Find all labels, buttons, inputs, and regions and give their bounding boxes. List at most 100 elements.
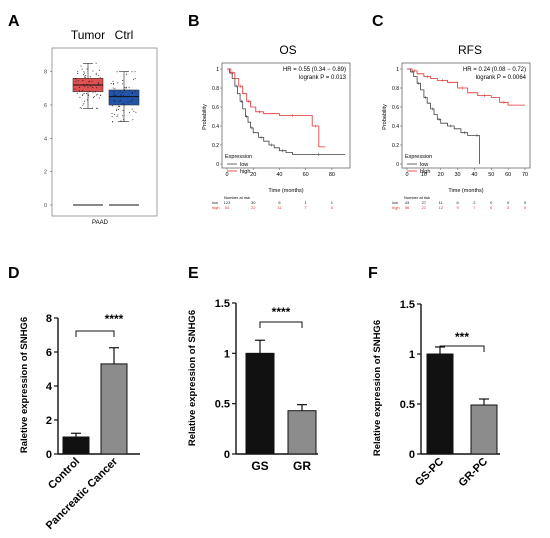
data-point [119,91,121,93]
panel-c-curves [407,68,525,164]
panel-c-x-tick-label-0: 0 [405,172,408,178]
panel-a-y-tick-label-0: 0 [44,203,47,209]
data-point [113,99,115,101]
data-point [91,80,93,82]
data-point [95,74,97,76]
data-point [74,88,76,90]
data-point [79,107,81,109]
panel-b-hr: HR = 0.55 (0.34 − 0.89) [283,67,346,73]
data-point [119,99,121,101]
data-point [133,78,135,80]
panel-c-risk-title: Number at risk [404,195,430,200]
data-point [122,103,124,105]
data-point [77,71,79,73]
panel-c-risk-value: 0 [507,200,510,205]
panel-e-letter: E [188,265,199,282]
data-point [95,91,96,93]
data-point [116,109,118,111]
data-point [116,71,118,73]
data-point [120,94,122,96]
panel-b-risk-value: 123 [224,200,231,205]
panel-b-frame [221,62,351,169]
data-point [123,95,125,96]
panel-c-y-tick-label-3: 0.6 [392,105,399,111]
panel-b-x-tick-label-0: 0 [225,172,228,178]
panel-a-y-tick-label-4: 8 [44,70,47,76]
data-point [83,72,85,74]
data-point [133,110,135,112]
data-point [113,114,115,115]
data-point [131,71,133,73]
data-point [117,114,119,116]
data-point [123,119,125,121]
data-point [131,108,133,110]
panel-c-legend-low: low [420,162,428,168]
data-point [84,76,86,78]
data-point [96,93,98,95]
data-point [132,119,134,121]
data-point [119,105,120,107]
panel-b-y-tick-label-0: 0 [216,162,219,168]
panel-c-title: RFS [458,43,482,57]
panel-f: F Relative expression of SNHG6 0 0.5 1 1.5 G… [368,265,500,489]
data-point [86,68,88,70]
data-point [125,73,127,75]
panel-e-y-tick-label-2: 1 [224,348,230,360]
data-point [111,113,113,114]
panel-e-y-tick-label-0: 0 [224,449,230,461]
panel-c-risk-value: 0 [524,205,527,210]
data-point [130,101,132,102]
panel-c-x-tick-label-6: 60 [505,172,511,178]
panel-f-x-tick-label-1: GR-PC [457,456,491,490]
panel-c-risk-value: 12 [438,205,443,210]
data-point [95,87,97,89]
data-point [89,80,90,82]
panel-a-y-axis: 0 2 4 6 8 [44,70,52,209]
panel-e-y-tick-label-3: 1.5 [215,298,230,310]
panel-b-title: OS [279,43,296,57]
data-point [79,87,80,88]
data-point [96,107,98,109]
data-point [114,101,115,103]
panel-d-letter: D [8,265,20,282]
data-point [92,87,94,88]
panel-b-pvalue: logrank P = 0.013 [299,75,347,81]
data-point [99,94,101,96]
data-point [134,71,136,73]
panel-c-y-tick-label-4: 0.8 [392,86,399,92]
data-point [88,84,89,86]
data-point [87,86,89,88]
panel-d: D Raletive expression of SNHG6 0 2 4 6 8 Cont… [8,265,140,532]
data-point [117,121,119,123]
panel-c-risk-value: 0 [524,200,527,205]
data-point [113,95,115,97]
data-point [83,103,85,105]
panel-c-y-tick-label-0: 0 [396,162,399,168]
panel-f-letter: F [368,265,378,282]
data-point [83,86,85,87]
data-point [75,81,77,82]
panel-d-x-tick-label-0: Control [46,456,82,492]
panel-b-risk-title: Number at risk [224,195,250,200]
panel-a-y-tick-label-1: 2 [44,170,47,176]
data-point [115,94,117,96]
panel-b: B OS HR = 0.55 (0.34 − 0.89) logrank P =… [188,13,351,210]
data-point [83,71,85,73]
panel-c-risk-value: 56 [405,205,410,210]
data-point [98,83,100,85]
panel-c-risk-value: 6 [456,200,459,205]
data-point [122,83,124,85]
data-point [86,92,87,94]
data-point [84,100,85,102]
panel-c-risk-value: 7 [473,205,476,210]
data-point [112,83,114,85]
panel-c-y-tick-label-1: 0.2 [392,143,399,149]
data-point [97,82,99,84]
panel-e-y-tick-label-1: 0.5 [215,399,230,411]
panel-b-curve-high [227,68,326,148]
data-point [99,77,101,79]
data-point [128,111,130,113]
panel-e: E Relative expression of SNHG6 0 0.5 1 1.5 G… [187,265,318,473]
panel-b-x-tick-label-2: 40 [276,172,282,178]
